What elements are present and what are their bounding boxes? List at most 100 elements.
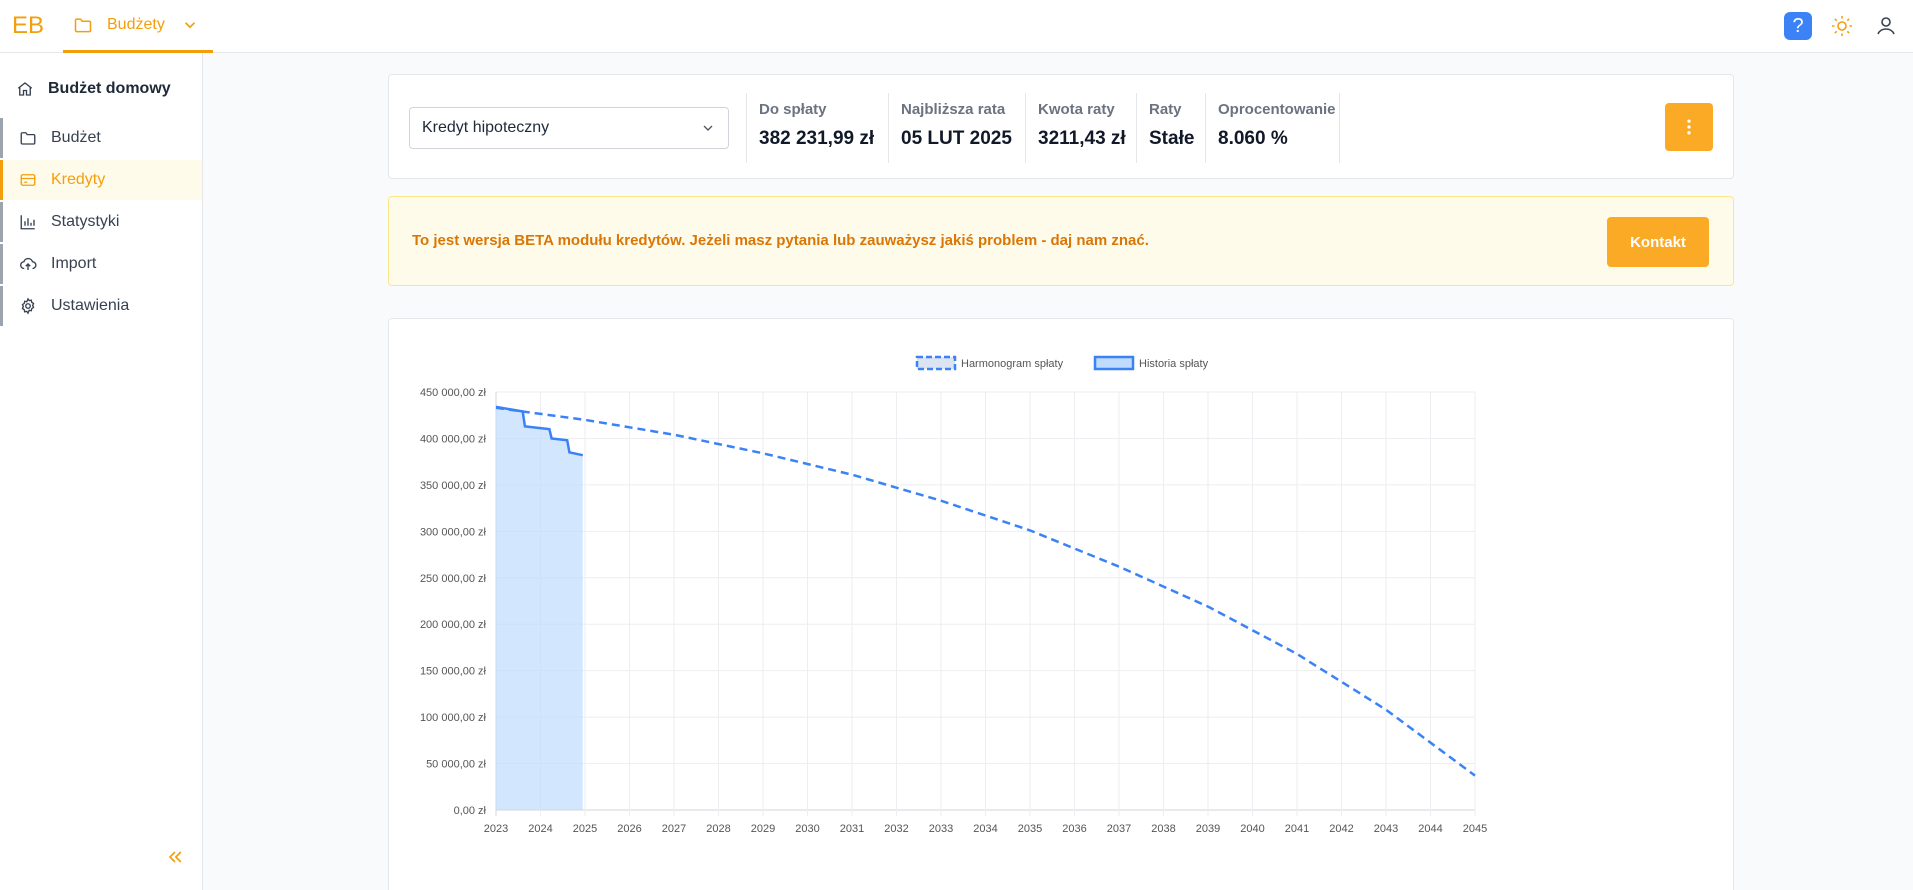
y-tick-label: 450 000,00 zł [420,387,487,399]
x-tick-label: 2040 [1240,823,1264,835]
x-tick-label: 2035 [1018,823,1042,835]
contact-button[interactable]: Kontakt [1607,217,1709,267]
history-fill [496,406,583,810]
x-tick-label: 2042 [1329,823,1353,835]
sidebar-header-label: Budżet domowy [48,80,171,97]
beta-message: To jest wersja BETA modułu kredytów. Jeż… [412,232,1149,249]
stat-value: 3211,43 zł [1038,128,1126,149]
sidebar-item-label: Ustawienia [51,297,130,314]
loan-select-value: Kredyt hipoteczny [422,119,550,136]
more-options-button[interactable] [1665,103,1713,151]
chevron-down-icon [184,22,196,29]
stat-value: 8.060 % [1218,128,1288,149]
bar-chart-icon [20,215,35,230]
stat-installment-amount: Kwota raty 3211,43 zł [1025,93,1126,163]
x-tick-label: 2038 [1151,823,1175,835]
x-tick-label: 2024 [528,823,552,835]
sun-icon[interactable] [1830,14,1854,38]
sidebar: Budżet domowy Budżet Kredyty Statystyki … [0,53,203,890]
sidebar-item-statystyki[interactable]: Statystyki [0,202,202,242]
stat-label: Oprocentowanie [1218,101,1336,118]
x-tick-label: 2029 [751,823,775,835]
sidebar-item-kredyty[interactable]: Kredyty [0,160,202,200]
budgets-menu-label: Budżety [107,16,165,33]
stat-value: 382 231,99 zł [759,128,875,149]
y-tick-label: 200 000,00 zł [420,619,487,631]
x-tick-label: 2031 [840,823,864,835]
chart-legend: Harmonogram spłaty Historia spłaty [915,355,1209,371]
y-tick-label: 150 000,00 zł [420,666,487,678]
loan-chart-card: 0,00 zł 50 000,00 zł 100 000,00 zł 150 000,… [388,318,1734,890]
app-logo[interactable]: EB [12,12,45,39]
loan-select[interactable]: Kredyt hipoteczny [409,107,729,149]
folder-icon [20,132,36,145]
x-tick-label: 2043 [1374,823,1398,835]
sidebar-item-label: Kredyty [51,171,106,188]
collapse-sidebar-icon[interactable] [165,847,185,867]
x-tick-label: 2033 [929,823,953,835]
stat-value: 05 LUT 2025 [901,128,1012,149]
stat-interest-rate: Oprocentowanie 8.060 % [1205,93,1340,163]
gear-icon [21,297,35,315]
loan-summary-card: Kredyt hipoteczny Do spłaty 382 231,99 z… [388,74,1734,179]
stat-next-installment: Najbliższa rata 05 LUT 2025 [888,93,1012,163]
history-area [496,406,583,810]
sidebar-item-import[interactable]: Import [0,244,202,284]
legend-label-history: Historia spłaty [1139,358,1209,370]
x-tick-label: 2037 [1107,823,1131,835]
stat-value: Stałe [1149,128,1195,149]
more-vertical-icon [1687,119,1691,135]
x-tick-label: 2030 [795,823,819,835]
history-line [495,405,584,457]
stat-label: Raty [1149,101,1182,118]
x-tick-label: 2034 [973,823,997,835]
x-tick-label: 2032 [884,823,908,835]
y-tick-label: 300 000,00 zł [420,526,487,538]
legend-swatch-history [1093,355,1135,371]
stat-label: Najbliższa rata [901,101,1006,118]
budgets-menu[interactable]: Budżety [63,0,213,53]
x-tick-label: 2041 [1285,823,1309,835]
legend-label-schedule: Harmonogram spłaty [961,358,1064,370]
top-bar: EB Budżety ? [0,0,1913,53]
y-tick-label: 100 000,00 zł [420,712,487,724]
home-icon [17,82,33,96]
x-tick-label: 2025 [573,823,597,835]
folder-icon [74,18,92,33]
x-tick-label: 2023 [484,823,508,835]
y-tick-label: 50 000,00 zł [426,759,486,771]
x-tick-label: 2045 [1463,823,1487,835]
x-tick-label: 2039 [1196,823,1220,835]
stat-label: Do spłaty [759,101,827,118]
cloud-upload-icon [20,257,37,270]
chevron-down-icon [703,125,713,131]
sidebar-item-label: Import [51,255,97,272]
stat-label: Kwota raty [1038,101,1115,118]
y-axis: 0,00 zł 50 000,00 zł 100 000,00 zł 150 000,… [420,387,487,817]
sidebar-item-label: Statystyki [51,213,120,230]
x-tick-label: 2044 [1418,823,1442,835]
sidebar-item-budzet[interactable]: Budżet [0,118,202,158]
x-tick-label: 2027 [662,823,686,835]
chart-lines [495,405,1476,777]
y-tick-label: 0,00 zł [454,805,487,817]
help-button[interactable]: ? [1784,12,1812,40]
y-tick-label: 400 000,00 zł [420,433,487,445]
user-icon[interactable] [1874,14,1898,38]
schedule-line [495,406,1476,777]
x-tick-label: 2036 [1062,823,1086,835]
chart-grid [495,391,1476,816]
x-tick-label: 2028 [706,823,730,835]
stat-installment-type: Raty Stałe [1136,93,1194,163]
y-tick-label: 250 000,00 zł [420,573,487,585]
y-tick-label: 350 000,00 zł [420,480,487,492]
x-axis: 2023 2024 2025 2026 2027 2028 2029 2030 2031 2032… [484,823,1487,835]
legend-swatch-schedule [915,355,957,371]
loan-chart: 0,00 zł 50 000,00 zł 100 000,00 zł 150 000,… [420,355,1487,835]
sidebar-item-ustawienia[interactable]: Ustawienia [0,286,202,326]
x-tick-label: 2026 [617,823,641,835]
stat-to-repay: Do spłaty 382 231,99 zł [746,93,874,163]
sidebar-header[interactable]: Budżet domowy [0,67,203,111]
credit-card-icon [20,174,36,186]
sidebar-item-label: Budżet [51,129,101,146]
